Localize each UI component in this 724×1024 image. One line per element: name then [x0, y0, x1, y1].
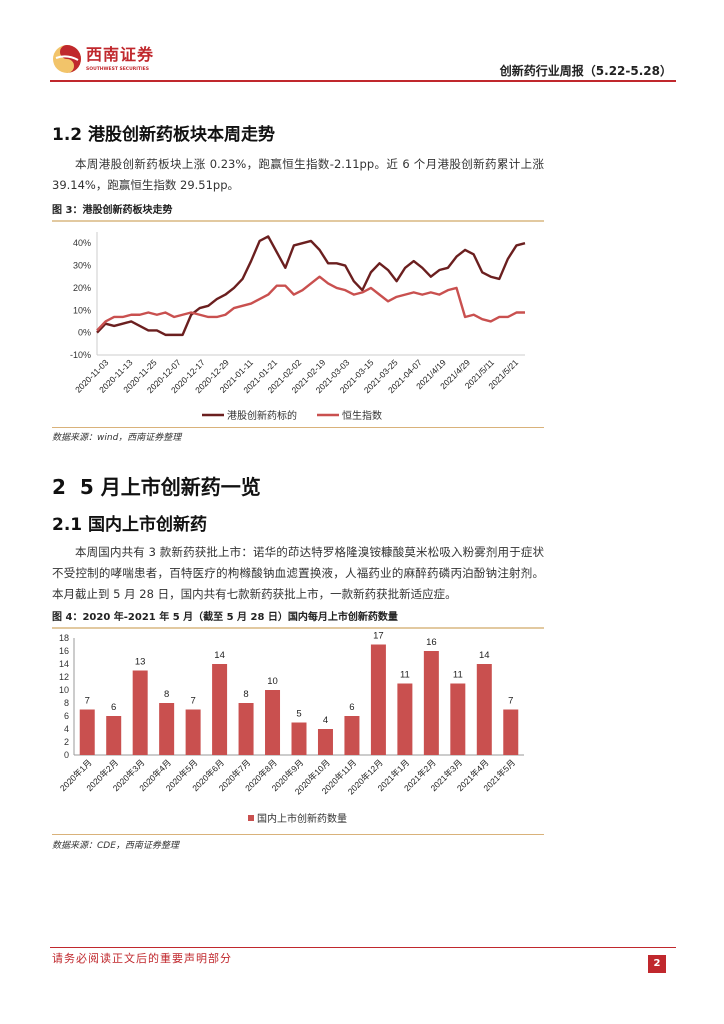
- bar-value-label: 6: [111, 702, 116, 713]
- y-tick-label: 2: [64, 737, 69, 747]
- section-heading-2: 2 5 月上市创新药一览: [52, 475, 261, 499]
- figure-3-bottom-rule: [52, 427, 544, 428]
- monthly-new-drug-bar-chart: 02468101214161872020年1月62020年2月132020年3月…: [58, 631, 524, 825]
- bar-value-label: 8: [243, 689, 248, 700]
- bar: [132, 670, 148, 755]
- bar-value-label: 4: [323, 715, 328, 726]
- bar-value-label: 11: [453, 670, 463, 681]
- section-1-2-paragraph: 本周港股创新药板块上涨 0.23%，跑赢恒生指数-2.11pp。近 6 个月港股…: [52, 157, 544, 192]
- figure-3-source: 数据来源：wind，西南证券整理: [52, 433, 182, 443]
- bar-value-label: 10: [267, 676, 278, 687]
- y-tick-label: 0%: [78, 328, 91, 338]
- bar: [159, 703, 175, 755]
- hk-innovative-drug-line-chart: -10%0%10%20%30%40%2020-11-032020-11-1320…: [70, 232, 526, 422]
- logo-english-name: SOUTHWEST SECURITIES: [86, 67, 149, 72]
- bar-value-label: 7: [190, 696, 195, 707]
- figure-4-bottom-rule: [52, 834, 544, 835]
- figure-4-title: 图 4：2020 年-2021 年 5 月（截至 5 月 28 日）国内每月上市…: [52, 612, 398, 623]
- bar: [317, 729, 333, 755]
- y-tick-label: 10%: [73, 305, 91, 315]
- bar: [503, 709, 519, 755]
- bar: [344, 716, 360, 755]
- bar-value-label: 7: [508, 696, 513, 707]
- y-tick-label: 18: [59, 633, 69, 643]
- bar-value-label: 16: [426, 637, 437, 648]
- bar-value-label: 17: [373, 631, 384, 642]
- bar-value-label: 6: [349, 702, 354, 713]
- bar: [476, 664, 492, 755]
- figure-4-source: 数据来源：CDE，西南证券整理: [52, 841, 179, 851]
- y-tick-label: 6: [64, 711, 69, 721]
- legend-label-0: 港股创新药标的: [227, 409, 297, 422]
- footer-divider: [50, 947, 676, 948]
- figure-4-top-rule: [52, 627, 544, 629]
- bar: [397, 683, 413, 755]
- main-content: 1.2 港股创新药板块本周走势 本周港股创新药板块上涨 0.23%，跑赢恒生指数…: [52, 120, 544, 852]
- bar: [185, 709, 201, 755]
- y-tick-label: 4: [64, 724, 69, 734]
- bar: [291, 722, 307, 755]
- y-tick-label: 8: [64, 698, 69, 708]
- header-divider: [50, 80, 676, 82]
- section-heading-1-2: 1.2 港股创新药板块本周走势: [52, 125, 276, 145]
- section-heading-2-1: 2.1 国内上市创新药: [52, 515, 208, 535]
- legend-label: 国内上市创新药数量: [257, 812, 347, 825]
- bar: [212, 664, 228, 755]
- bar-value-label: 14: [214, 650, 225, 661]
- bar-value-label: 11: [400, 670, 410, 681]
- series-line-1: [96, 275, 525, 332]
- y-tick-label: 0: [64, 750, 69, 760]
- bar-value-label: 5: [296, 709, 301, 720]
- bar: [450, 683, 466, 755]
- y-tick-label: 16: [59, 646, 69, 656]
- section-2-1-paragraph: 本周国内共有 3 款新药获批上市：诺华的茚达特罗格隆溴铵糠酸莫米松吸入粉雾剂用于…: [52, 545, 544, 601]
- legend-label-1: 恒生指数: [342, 409, 382, 422]
- report-title: 创新药行业周报（5.22-5.28）: [499, 64, 672, 78]
- y-tick-label: 30%: [73, 261, 91, 271]
- y-tick-label: 40%: [73, 238, 91, 248]
- bar: [79, 709, 95, 755]
- y-tick-label: 14: [59, 659, 69, 669]
- bar: [370, 644, 386, 755]
- bar: [265, 690, 281, 755]
- bar-value-label: 8: [164, 689, 169, 700]
- bar-value-label: 13: [135, 657, 146, 668]
- bar-value-label: 7: [85, 696, 90, 707]
- y-tick-label: 10: [59, 685, 69, 695]
- company-logo: [52, 44, 82, 74]
- bar-value-label: 14: [479, 650, 490, 661]
- y-tick-label: 20%: [73, 283, 91, 293]
- bar: [238, 703, 254, 755]
- bar: [423, 651, 439, 755]
- figure-3-top-rule: [52, 220, 544, 222]
- page-number: 2: [648, 955, 666, 973]
- logo-emblem-icon: [53, 45, 81, 73]
- figure-3-title: 图 3：港股创新药板块走势: [52, 205, 173, 216]
- bar: [106, 716, 122, 755]
- y-tick-label: 12: [59, 672, 69, 682]
- y-tick-label: -10%: [70, 350, 91, 360]
- legend-swatch: [248, 815, 254, 821]
- series-line-0: [96, 235, 526, 337]
- logo-name: 西南证券: [86, 45, 155, 64]
- footer-disclaimer: 请务必阅读正文后的重要声明部分: [52, 952, 232, 965]
